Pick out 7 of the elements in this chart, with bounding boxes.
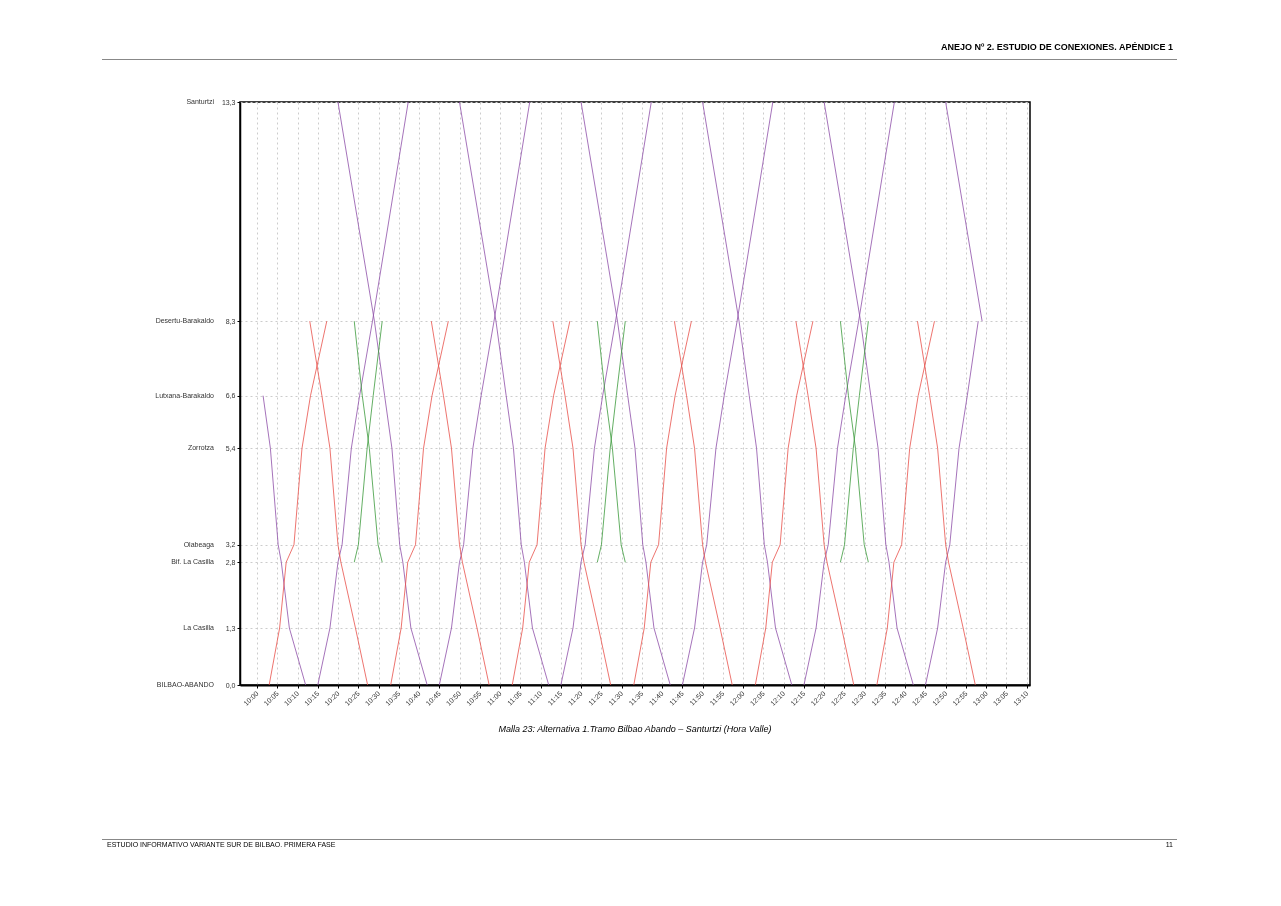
text: Malla 23: Alternativa 1.Tramo Bilbao Abando – Santurtzi (Hora Valle): [498, 723, 772, 734]
line-series: [925, 320, 979, 686]
line-series: [353, 320, 383, 563]
line-series: [596, 320, 626, 563]
line-series: [262, 395, 307, 686]
line-series: [840, 320, 869, 563]
text: ANEJO Nº 2. ESTUDIO DE CONEXIONES. APÉNDICE 1: [940, 42, 1173, 52]
